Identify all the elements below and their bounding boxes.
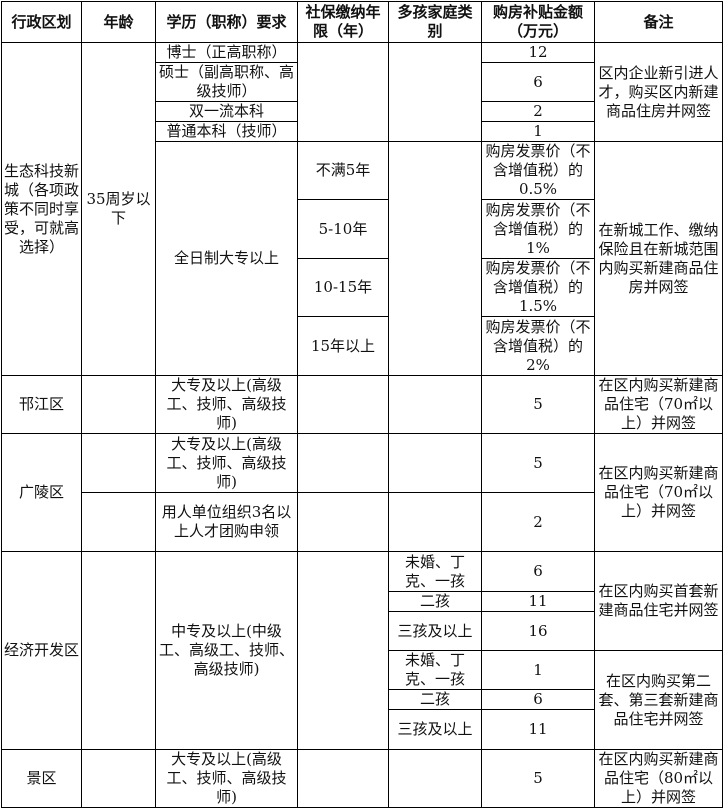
table-row: 10-15年 购房发票价（不含增值税）的1.5% — [2, 258, 723, 317]
education-cell: 用人单位组织3名以上人才团购申领 — [155, 492, 298, 552]
subsidy-cell: 11 — [481, 709, 595, 750]
header-family: 多孩家庭类别 — [388, 1, 482, 43]
table-row: 广陵区 大专及以上(高级工、技师、高级技师) 5 在区内购买新建商品住宅（70㎡… — [1, 433, 723, 552]
age-cell: 35周岁以下 — [81, 42, 156, 376]
subsidy-cell: 购房发票价（不含增值税）的1.5% — [481, 258, 595, 317]
table-row: 二孩 11 — [2, 591, 723, 612]
table-row: 15年以上 购房发票价（不含增值税）的2% — [2, 316, 723, 376]
family-cell: 三孩及以上 — [388, 709, 482, 750]
social-years-cell — [297, 42, 389, 142]
age-cell — [81, 551, 156, 750]
table-row: 三孩及以上 11 — [2, 709, 723, 750]
subsidy-cell: 11 — [481, 591, 595, 612]
social-years-cell: 不满5年 — [297, 141, 389, 200]
region-cell: 广陵区 — [1, 433, 82, 552]
subsidy-cell: 1 — [481, 650, 595, 690]
education-cell: 硕士（副高职称、高级技师） — [155, 62, 298, 102]
header-education: 学历（职称）要求 — [155, 1, 298, 43]
education-cell: 双一流本科 — [155, 101, 298, 122]
subsidy-cell: 2 — [481, 101, 595, 122]
table-row: 5-10年 购房发票价（不含增值税）的1% — [2, 199, 723, 259]
table-row: 生态科技新城（各项政策不同时享受，可就高选择） 35周岁以下 博士（正高职称） … — [1, 42, 723, 376]
education-cell: 普通本科（技师） — [155, 121, 298, 142]
subsidy-cell: 购房发票价（不含增值税）的2% — [481, 316, 595, 376]
region-cell: 景区 — [1, 749, 82, 808]
subsidy-cell: 购房发票价（不含增值税）的1% — [481, 199, 595, 259]
table-row: 全日制大专以上 不满5年 购房发票价（不含增值税）的0.5% 在新城工作、缴纳保… — [2, 141, 723, 376]
social-years-cell: 5-10年 — [297, 199, 389, 259]
social-years-cell — [297, 492, 389, 552]
family-cell: 未婚、丁克、一孩 — [388, 650, 482, 690]
subsidy-cell: 1 — [481, 121, 595, 142]
subsidy-cell: 5 — [481, 433, 595, 493]
region-cell: 邗江区 — [1, 375, 82, 434]
table-row: 景区 大专及以上(高级工、技师、高级技师) 5 在区内购买新建商品住宅（80㎡以… — [1, 749, 723, 808]
table-row: 硕士（副高职称、高级技师） 6 — [2, 62, 723, 102]
header-remark: 备注 — [594, 1, 723, 43]
remark-cell: 区内企业新引进人才，购买区内新建商品住房并网签 — [594, 42, 723, 142]
family-cell — [388, 433, 482, 493]
remark-cell: 在区内购买第二套、第三套新建商品住宅并网签 — [594, 650, 723, 750]
subsidy-cell: 6 — [481, 62, 595, 102]
social-years-cell — [297, 433, 389, 493]
age-cell — [81, 749, 156, 808]
header-region: 行政区划 — [1, 1, 82, 43]
family-cell — [388, 375, 482, 434]
family-cell: 二孩 — [388, 689, 482, 710]
age-cell — [81, 492, 156, 552]
family-cell: 未婚、丁克、一孩 — [388, 551, 482, 592]
table-row: 普通本科（技师） 1 — [2, 121, 723, 142]
social-years-cell: 10-15年 — [297, 258, 389, 317]
subsidy-cell: 16 — [481, 611, 595, 651]
education-cell: 大专及以上(高级工、技师、高级技师) — [155, 433, 298, 493]
subsidy-cell: 2 — [481, 492, 595, 552]
subsidy-cell: 5 — [481, 749, 595, 808]
family-cell — [388, 492, 482, 552]
age-cell — [81, 433, 156, 493]
subsidy-cell: 6 — [481, 551, 595, 592]
education-cell: 全日制大专以上 — [155, 141, 298, 376]
remark-cell: 在区内购买首套新建商品住宅并网签 — [594, 551, 723, 651]
social-years-cell: 15年以上 — [297, 316, 389, 376]
header-social-years: 社保缴纳年限（年） — [297, 1, 389, 43]
region-cell: 生态科技新城（各项政策不同时享受，可就高选择） — [1, 42, 82, 376]
header-subsidy: 购房补贴金额（万元） — [481, 1, 595, 43]
age-cell — [81, 375, 156, 434]
family-cell — [388, 42, 482, 142]
social-years-cell — [297, 375, 389, 434]
family-cell: 二孩 — [388, 591, 482, 612]
education-cell: 大专及以上(高级工、技师、高级技师) — [155, 375, 298, 434]
subsidy-cell: 5 — [481, 375, 595, 434]
table-row: 邗江区 大专及以上(高级工、技师、高级技师) 5 在区内购买新建商品住宅（70㎡… — [1, 375, 723, 434]
remark-cell: 在区内购买新建商品住宅（70㎡以上）并网签 — [594, 375, 723, 434]
remark-cell: 在区内购买新建商品住宅（70㎡以上）并网签 — [594, 433, 723, 552]
subsidy-cell: 购房发票价（不含增值税）的0.5% — [481, 141, 595, 200]
header-row: 行政区划 年龄 学历（职称）要求 社保缴纳年限（年） 多孩家庭类别 购房补贴金额… — [1, 1, 723, 43]
education-cell: 中专及以上(中级工、高级工、技师、高级技师) — [155, 551, 298, 750]
social-years-cell — [297, 749, 389, 808]
family-cell — [388, 749, 482, 808]
header-age: 年龄 — [81, 1, 156, 43]
region-cell: 经济开发区 — [1, 551, 82, 750]
remark-cell: 在区内购买新建商品住宅（80㎡以上）并网签 — [594, 749, 723, 808]
table-row: 双一流本科 2 — [2, 101, 723, 122]
subsidy-cell: 12 — [481, 42, 595, 63]
education-cell: 大专及以上(高级工、技师、高级技师) — [155, 749, 298, 808]
family-cell — [388, 141, 482, 376]
subsidy-cell: 6 — [481, 689, 595, 710]
remark-cell: 在新城工作、缴纳保险且在新城范围内购买新建商品住房并网签 — [594, 141, 723, 376]
education-cell: 博士（正高职称） — [155, 42, 298, 63]
table-row: 经济开发区 中专及以上(中级工、高级工、技师、高级技师) 未婚、丁克、一孩 6 … — [1, 551, 723, 750]
social-years-cell — [297, 551, 389, 750]
family-cell: 三孩及以上 — [388, 611, 482, 651]
